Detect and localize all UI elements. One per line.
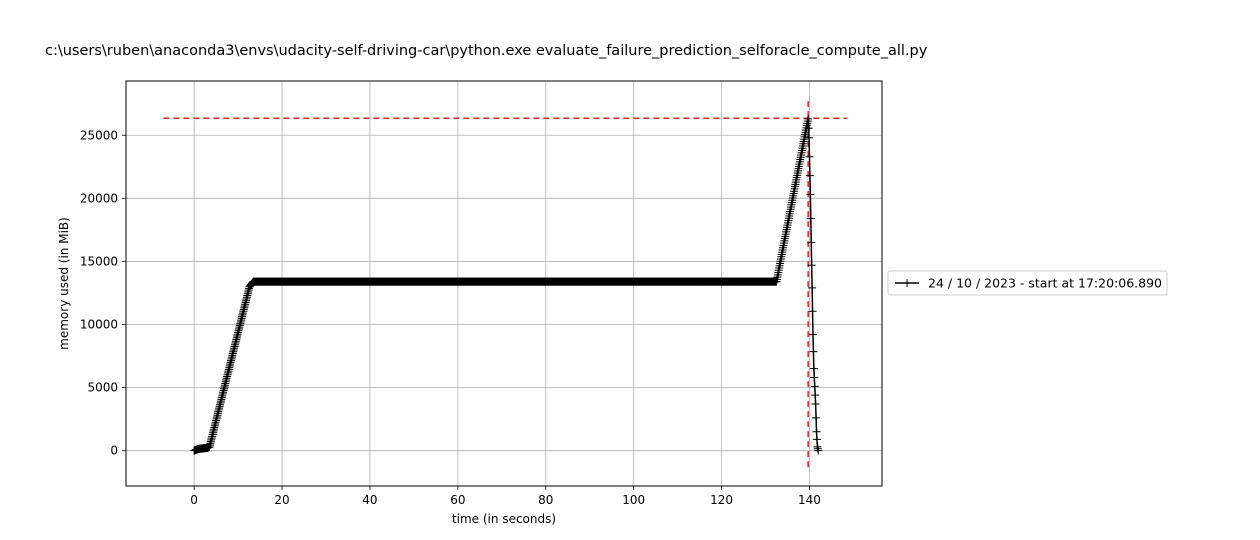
x-tick-label: 140	[798, 493, 821, 507]
data-point	[807, 238, 816, 247]
y-tick-label: 25000	[80, 128, 118, 142]
y-axis-ticks: 0 5000 10000 15000 20000 25000	[80, 128, 126, 458]
y-tick-label: 20000	[80, 191, 118, 205]
y-tick-label: 10000	[80, 318, 118, 332]
x-axis-label: time (in seconds)	[452, 512, 556, 526]
data-point	[808, 330, 817, 339]
legend: + 24 / 10 / 2023 - start at 17:20:06.890	[887, 270, 1168, 296]
legend-marker: +	[902, 276, 912, 290]
data-point	[812, 427, 821, 436]
data-point	[806, 190, 815, 199]
data-point	[812, 413, 821, 422]
x-tick-label: 60	[450, 493, 465, 507]
x-tick-label: 20	[274, 493, 289, 507]
plot-frame	[125, 80, 883, 487]
data-point	[810, 373, 819, 382]
data-point	[807, 261, 816, 270]
y-tick-label: 15000	[80, 254, 118, 268]
series-markers	[190, 114, 823, 455]
data-point	[808, 283, 817, 292]
x-tick-label: 120	[710, 493, 733, 507]
data-point	[804, 124, 813, 133]
data-point	[812, 435, 821, 444]
reference-lines	[163, 101, 847, 468]
data-point	[811, 399, 820, 408]
data-point	[806, 214, 815, 223]
data-point	[809, 347, 818, 356]
y-axis-label: memory used (in MiB)	[57, 217, 71, 350]
data-point	[805, 152, 814, 161]
data-point	[805, 171, 814, 180]
data-point	[809, 364, 818, 373]
y-tick-label: 5000	[87, 381, 118, 395]
data-point	[808, 307, 817, 316]
x-tick-label: 80	[538, 493, 553, 507]
x-axis-ticks: 0 20 40 60 80 100 120 140	[190, 486, 821, 507]
x-tick-label: 100	[622, 493, 645, 507]
data-point	[814, 446, 823, 455]
legend-box	[887, 270, 1168, 296]
series-layer	[190, 114, 823, 455]
x-tick-label: 0	[190, 493, 198, 507]
data-point	[804, 114, 813, 123]
data-point	[805, 133, 814, 142]
data-point	[810, 382, 819, 391]
y-tick-label: 0	[110, 444, 118, 458]
x-tick-label: 40	[362, 493, 377, 507]
chart-title: c:\users\ruben\anaconda3\envs\udacity-se…	[45, 43, 928, 59]
legend-label: 24 / 10 / 2023 - start at 17:20:06.890	[928, 276, 1162, 291]
data-point	[811, 391, 820, 400]
